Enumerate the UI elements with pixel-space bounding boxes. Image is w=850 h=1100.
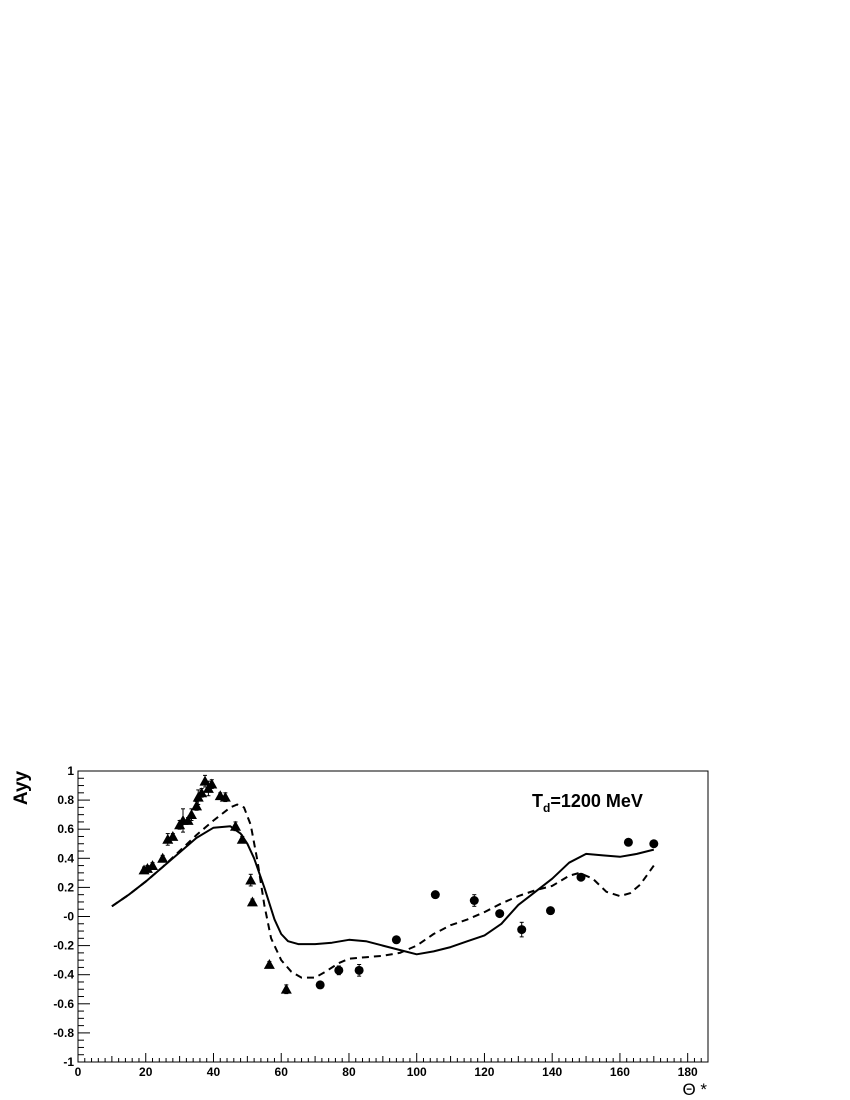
circle-point (315, 980, 325, 990)
circle-point (495, 909, 505, 919)
triangle-marker (157, 852, 169, 863)
circle-point (546, 906, 555, 916)
annotation-rest: =1200 MeV (550, 791, 643, 811)
triangle-point (246, 896, 258, 907)
x-tick-label: 160 (610, 1065, 630, 1079)
data-points (138, 774, 659, 995)
triangle-marker (236, 833, 248, 844)
y-tick-label: 0.2 (57, 880, 74, 894)
triangle-point (236, 833, 248, 844)
triangle-point (280, 983, 292, 995)
x-tick-label: 100 (407, 1065, 427, 1079)
triangle-marker (147, 860, 159, 870)
theory-curves (111, 803, 655, 979)
y-tick-label: 0.6 (57, 822, 74, 836)
circle-point (430, 890, 440, 900)
x-axis-ticks: 0 20 40 60 80 100 120 140 160 180 (75, 1053, 702, 1079)
x-tick-label: 140 (542, 1065, 562, 1079)
annotation-main: T (532, 791, 543, 811)
triangle-point (141, 862, 153, 873)
x-tick-label: 180 (678, 1065, 698, 1079)
y-tick-label: -0.6 (53, 997, 74, 1011)
triangle-marker (245, 874, 257, 885)
triangle-marker (246, 896, 258, 907)
x-tick-label: 40 (207, 1065, 221, 1079)
circle-point (469, 894, 479, 907)
triangle-point (230, 820, 241, 832)
energy-annotation: Td=1200 MeV (532, 791, 643, 815)
circle-marker (623, 837, 633, 847)
plot-frame (77, 770, 709, 1063)
dashed-curve (111, 803, 655, 979)
circle-marker (391, 935, 401, 945)
triangle-point (206, 778, 218, 789)
solid-curve (111, 825, 655, 956)
triangle-point (263, 959, 275, 969)
triangle-point (245, 873, 257, 887)
y-tick-label: -0.4 (53, 968, 74, 982)
triangle-point (196, 787, 208, 798)
triangle-marker (167, 830, 179, 841)
circle-point (517, 921, 527, 938)
circle-marker (517, 925, 527, 935)
circle-marker (354, 965, 364, 975)
triangle-marker (230, 820, 241, 831)
x-tick-label: 20 (139, 1065, 153, 1079)
triangle-point (199, 774, 211, 788)
circle-marker (334, 965, 344, 975)
y-tick-label: -0.2 (53, 939, 74, 953)
y-tick-label: -0.8 (53, 1026, 74, 1040)
y-tick-label: -1 (63, 1055, 74, 1069)
x-tick-label: 120 (474, 1065, 494, 1079)
circle-marker (495, 909, 505, 919)
triangle-marker (206, 778, 218, 789)
circle-marker (576, 872, 586, 882)
x-tick-label: 0 (75, 1065, 82, 1079)
circle-point (391, 935, 401, 945)
annotation-subscript: d (543, 801, 550, 815)
triangle-point (162, 833, 174, 846)
triangle-point (191, 800, 203, 811)
y-tick-label: 0.8 (57, 793, 74, 807)
x-tick-label: 80 (342, 1065, 356, 1079)
triangle-marker (263, 959, 275, 969)
triangle-marker (219, 791, 231, 802)
triangle-marker (185, 809, 197, 820)
circle-point (576, 872, 586, 882)
triangle-marker (280, 983, 292, 994)
y-axis-title: Ayy (11, 770, 32, 805)
circle-point (354, 964, 364, 977)
circle-marker (315, 980, 325, 990)
triangle-marker (162, 833, 174, 844)
x-axis-title: Θ * (682, 1080, 707, 1099)
triangle-point (219, 791, 231, 803)
circle-point (334, 965, 344, 976)
triangle-marker (199, 775, 211, 786)
circle-marker (430, 890, 440, 900)
circle-marker (649, 839, 659, 849)
y-tick-label: 0.4 (57, 851, 74, 865)
y-tick-label: 1 (67, 764, 74, 778)
triangle-marker (182, 814, 194, 825)
triangle-point (167, 830, 179, 841)
triangle-point (157, 852, 169, 863)
circle-marker (469, 895, 479, 905)
triangle-marker (141, 862, 153, 873)
y-tick-label: -0 (63, 910, 74, 924)
triangle-marker (196, 787, 208, 798)
triangle-marker (191, 800, 203, 811)
y-axis-ticks: -1 -0.8 -0.6 -0.4 -0.2 -0 0.2 0.4 0.6 0.8 1 (53, 764, 90, 1069)
circle-point (623, 837, 633, 847)
circle-marker (546, 906, 555, 916)
triangle-point (147, 860, 159, 870)
x-tick-label: 60 (275, 1065, 289, 1079)
triangle-point (185, 808, 197, 821)
circle-point (649, 839, 659, 849)
